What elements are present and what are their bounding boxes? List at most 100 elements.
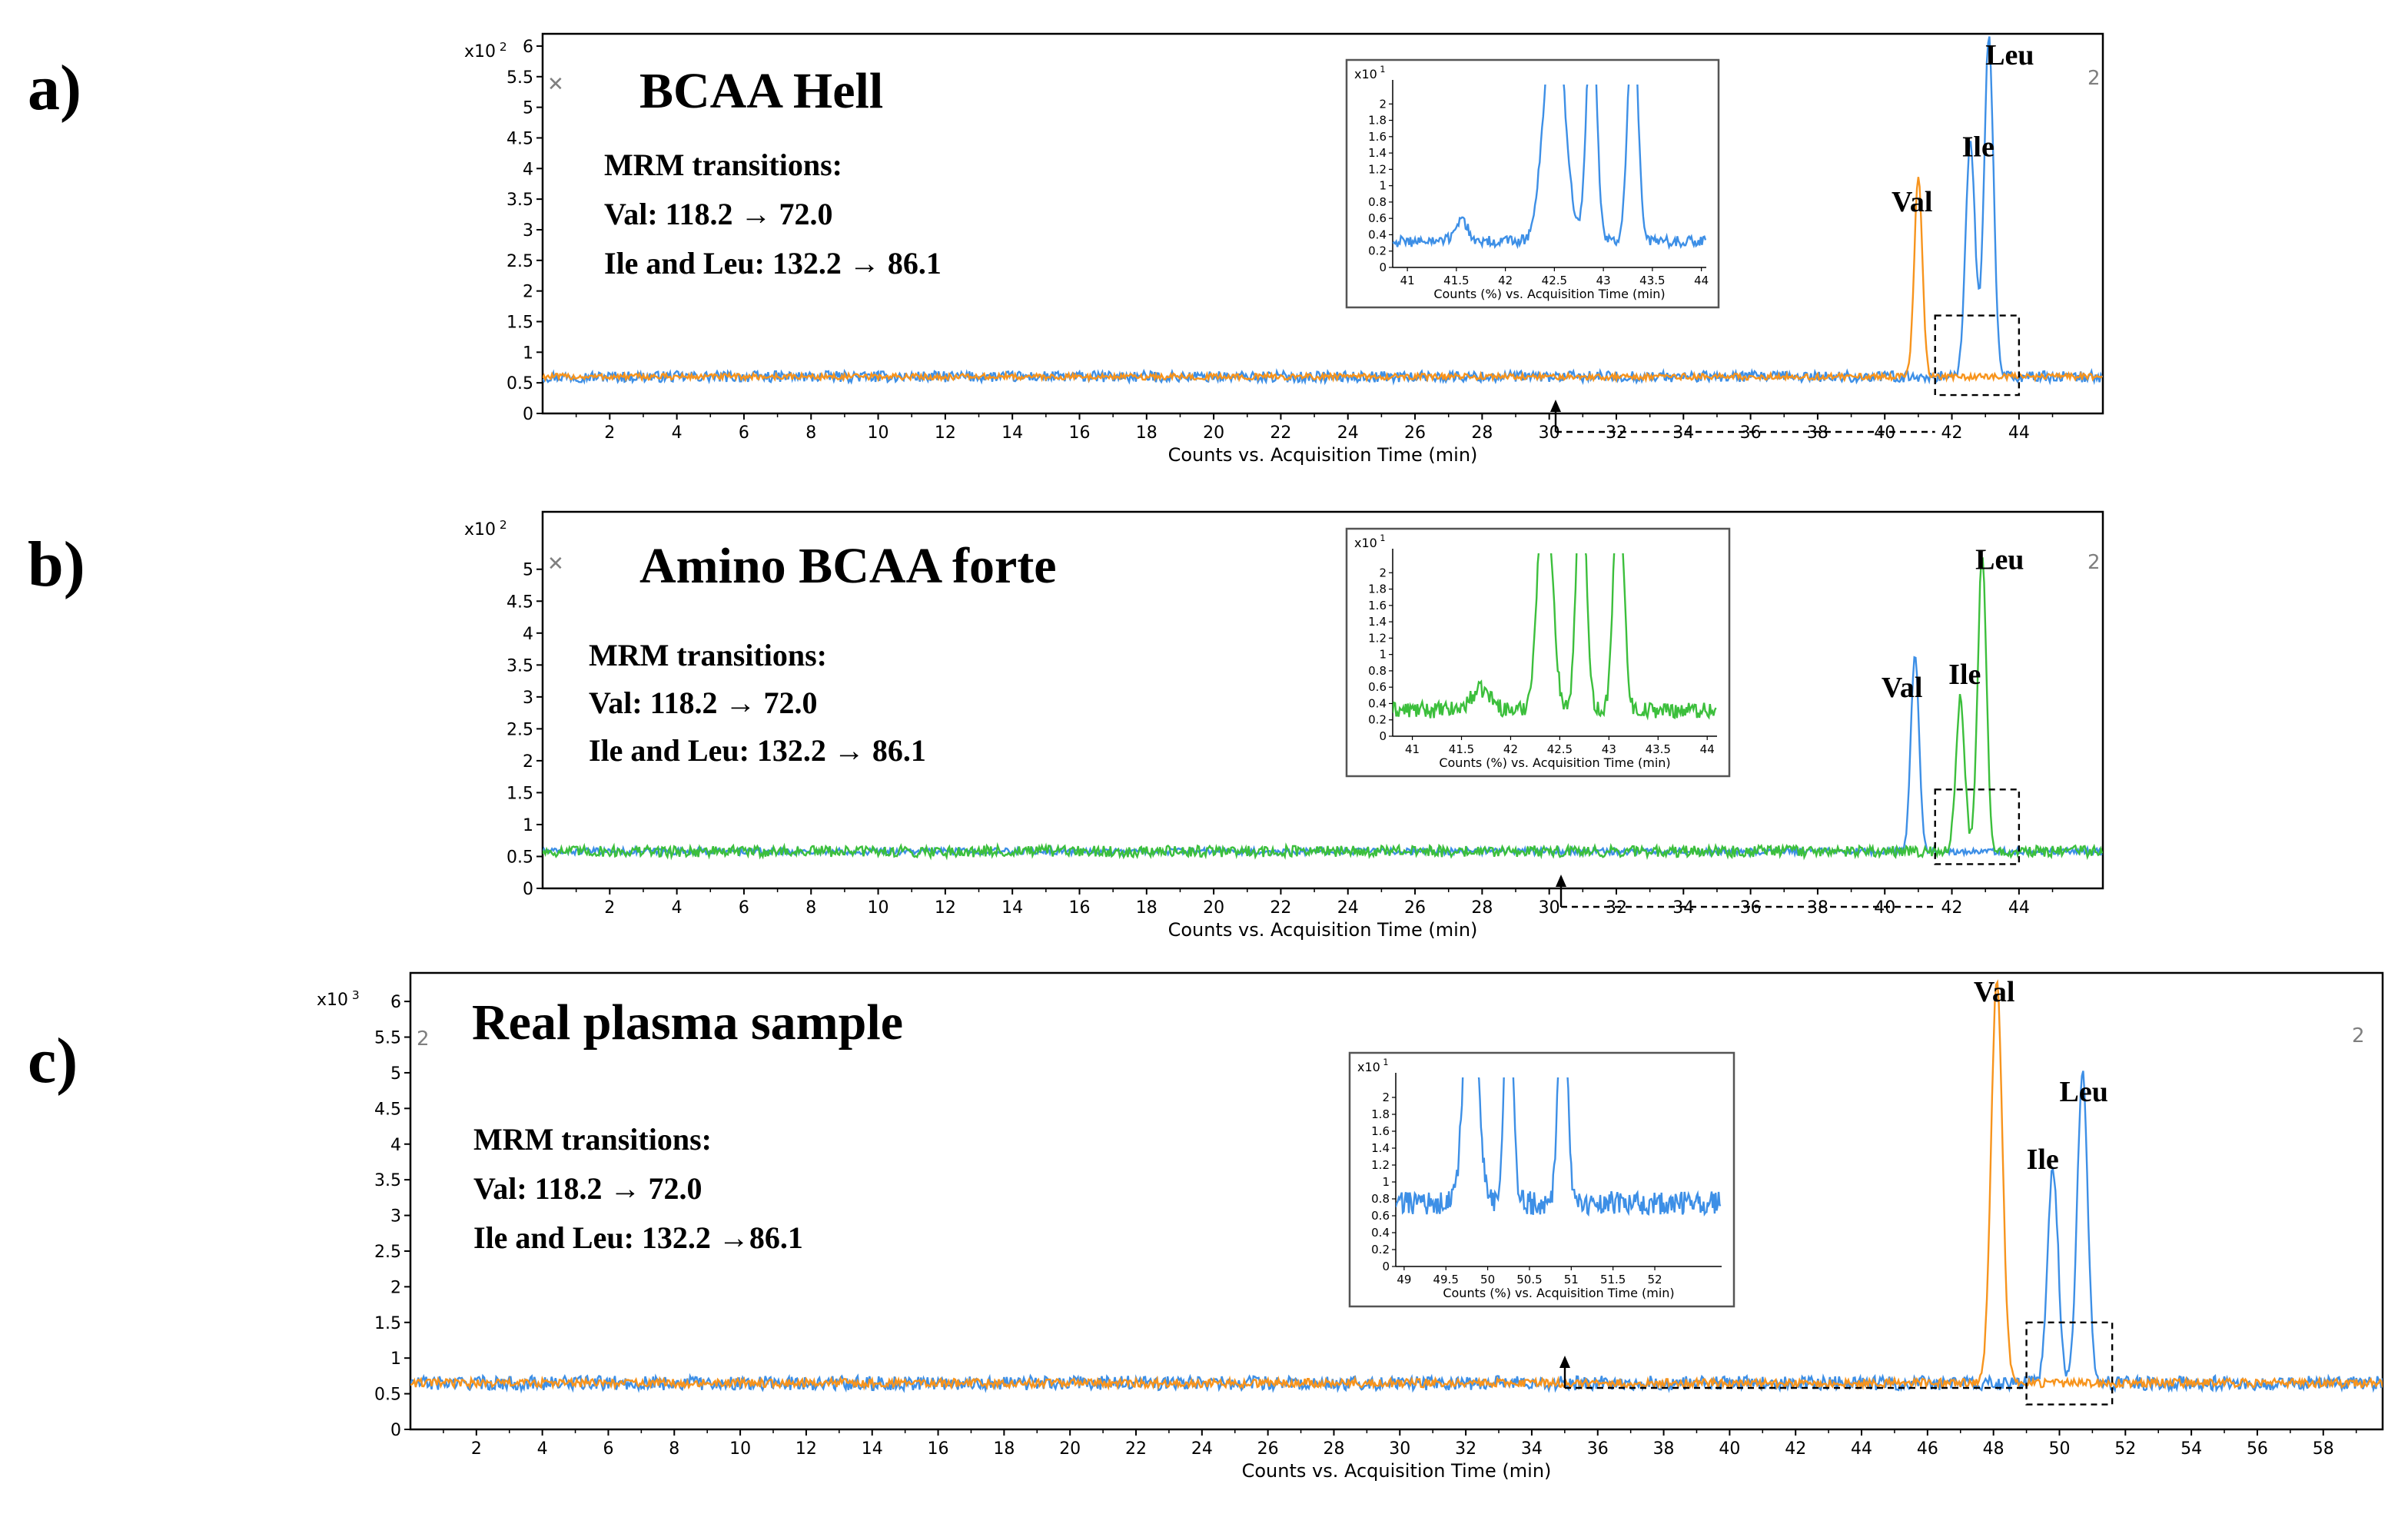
x-tick-label: 44: [2008, 898, 2030, 918]
inset-x-tick-label: 42: [1503, 742, 1518, 756]
inset-x-tick-label: 41: [1405, 742, 1420, 756]
zoom-arrow-head: [1550, 400, 1561, 412]
inset-x-axis-title: Counts (%) vs. Acquisition Time (min): [1439, 755, 1670, 770]
peak-label: Leu: [1985, 39, 2034, 71]
corner-mark: 2: [2352, 1024, 2365, 1047]
inset-y-tick-label: 1.4: [1368, 615, 1387, 629]
x-tick-label: 2: [604, 898, 615, 918]
inset-chart: 0 0.2 0.4 0.6 0.8 1 1.2 1.4 1.6 1.8 2 49 49.5 50 50.5 5…: [1348, 1051, 1735, 1308]
x-tick-label: 4: [537, 1439, 548, 1459]
y-tick-label: 0.5: [374, 1386, 401, 1405]
x-tick-label: 42: [1785, 1439, 1806, 1459]
x-tick-label: 38: [1807, 423, 1828, 443]
inset-x-tick-label: 41.5: [1449, 742, 1474, 756]
x-tick-label: 14: [1001, 898, 1023, 918]
x-tick-label: 8: [805, 423, 816, 443]
inset-y-tick-label: 1.6: [1371, 1124, 1390, 1138]
inset-y-tick-label: 2: [1382, 1090, 1390, 1104]
x-tick-label: 18: [993, 1439, 1015, 1459]
zoom-box: [2025, 1321, 2114, 1406]
inset-x-tick-label: 43.5: [1646, 742, 1671, 756]
corner-mark: 2: [2087, 67, 2101, 90]
inset-y-multiplier: x10 1: [1354, 533, 1386, 550]
series-line-green: [543, 557, 2103, 861]
x-tick-label: 24: [1337, 898, 1359, 918]
y-tick-label: 4: [390, 1136, 401, 1155]
inset-x-tick-label: 49: [1397, 1273, 1411, 1286]
y-tick-label: 4: [523, 160, 533, 179]
mrm-ile-leu: Ile and Leu: 132.2 → 86.1: [604, 246, 942, 281]
x-tick-label: 20: [1059, 1439, 1081, 1459]
inset-series-line-blue: [1393, 85, 1706, 251]
inset-chart: 0 0.2 0.4 0.6 0.8 1 1.2 1.4 1.6 1.8 2 41 41.5 42 42.5 4…: [1345, 58, 1720, 309]
x-tick-label: 12: [795, 1439, 817, 1459]
x-tick-label: 16: [928, 1439, 949, 1459]
inset-y-tick-label: 1: [1379, 179, 1387, 193]
peak-label: Val: [1974, 976, 2015, 1008]
inset-y-tick-label: 2: [1379, 97, 1387, 111]
inset-x-tick-label: 51: [1564, 1273, 1579, 1286]
y-tick-label: 1.5: [507, 784, 533, 803]
x-tick-label: 18: [1136, 423, 1158, 443]
x-tick-label: 30: [1389, 1439, 1410, 1459]
x-tick-label: 12: [935, 898, 956, 918]
zoom-box: [1934, 314, 2021, 397]
inset-x-tick-label: 42.5: [1542, 274, 1567, 287]
x-tick-label: 6: [739, 423, 749, 443]
inset-x-tick-label: 49.5: [1433, 1273, 1459, 1286]
zoom-arrow-head: [1556, 875, 1566, 887]
inset-y-tick-label: 0: [1382, 1260, 1390, 1273]
y-tick-label: 5.5: [507, 68, 533, 88]
inset-y-multiplier: x10 1: [1357, 1057, 1389, 1074]
inset-y-tick-label: 1.6: [1368, 130, 1387, 144]
zoom-box: [1934, 788, 2021, 865]
y-tick-label: 5: [523, 99, 533, 118]
y-tick-label: 4: [523, 625, 533, 644]
mrm-heading: MRM transitions:: [589, 638, 827, 672]
x-tick-label: 2: [471, 1439, 482, 1459]
mrm-heading: MRM transitions:: [473, 1122, 712, 1157]
inset-chart: 0 0.2 0.4 0.6 0.8 1 1.2 1.4 1.6 1.8 2 41 41.5 42 42.5 4…: [1345, 527, 1731, 778]
y-tick-label: 3: [523, 221, 533, 241]
inset-x-tick-label: 41: [1400, 274, 1415, 287]
zoom-arrow-head: [1559, 1356, 1570, 1368]
x-axis-title: Counts vs. Acquisition Time (min): [1168, 444, 1478, 466]
x-tick-label: 34: [1521, 1439, 1543, 1459]
x-tick-label: 8: [669, 1439, 679, 1459]
y-tick-label: 3.5: [507, 191, 533, 210]
y-tick-label: 1: [523, 344, 533, 363]
inset-y-tick-label: 0.6: [1371, 1209, 1390, 1223]
y-multiplier: x10 2: [464, 518, 507, 539]
inset-y-multiplier: x10 1: [1354, 65, 1386, 81]
inset-x-tick-label: 41.5: [1443, 274, 1469, 287]
inset-y-tick-label: 1: [1382, 1175, 1390, 1189]
peak-label: Val: [1882, 672, 1923, 704]
x-tick-label: 54: [2180, 1439, 2202, 1459]
inset-x-tick-label: 42: [1498, 274, 1513, 287]
x-tick-label: 50: [2048, 1439, 2070, 1459]
y-tick-label: 3: [390, 1207, 401, 1227]
inset-x-tick-label: 43: [1596, 274, 1611, 287]
inset-y-tick-label: 1.4: [1368, 146, 1387, 160]
peak-label: Ile: [2027, 1144, 2059, 1176]
x-tick-label: 32: [1455, 1439, 1476, 1459]
inset-x-tick-label: 51.5: [1600, 1273, 1626, 1286]
y-tick-label: 2: [523, 752, 533, 772]
y-tick-label: 2: [390, 1278, 401, 1297]
peak-label: Leu: [1975, 544, 2024, 576]
x-tick-label: 14: [862, 1439, 883, 1459]
x-tick-label: 24: [1337, 423, 1359, 443]
x-axis-title: Counts vs. Acquisition Time (min): [1242, 1460, 1552, 1482]
corner-mark: 2: [417, 1027, 430, 1051]
y-tick-label: 4.5: [507, 129, 533, 148]
inset-y-tick-label: 0: [1379, 729, 1387, 743]
x-tick-label: 26: [1404, 898, 1426, 918]
y-tick-label: 3: [523, 689, 533, 708]
x-tick-label: 14: [1001, 423, 1023, 443]
x-tick-label: 12: [935, 423, 956, 443]
inset-y-tick-label: 0.4: [1371, 1226, 1390, 1240]
mrm-ile-leu: Ile and Leu: 132.2 →86.1: [473, 1220, 803, 1255]
inset-x-axis-title: Counts (%) vs. Acquisition Time (min): [1433, 287, 1665, 301]
inset-y-tick-label: 2: [1379, 566, 1387, 579]
inset-y-tick-label: 1.2: [1368, 162, 1387, 176]
